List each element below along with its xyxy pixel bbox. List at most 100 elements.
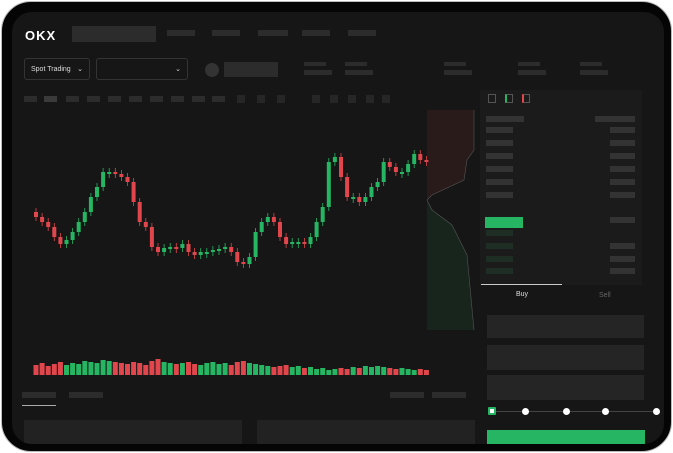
chart-tool-icon[interactable] [237, 95, 245, 103]
candle [247, 257, 252, 264]
timeframe-button[interactable] [87, 96, 100, 102]
candle [162, 248, 167, 252]
ask-price [486, 166, 513, 172]
candle [70, 232, 75, 240]
volume-bar [277, 366, 283, 375]
book-view-both-icon[interactable] [488, 94, 496, 103]
slider-mark-100[interactable] [653, 408, 660, 415]
candle [308, 237, 313, 244]
volume-bar [186, 362, 191, 375]
nav-item[interactable] [302, 30, 330, 36]
candle [88, 197, 93, 212]
stat-label [518, 62, 540, 66]
volume-bar [308, 367, 313, 375]
timeframe-button[interactable] [129, 96, 142, 102]
volume-bar [326, 370, 332, 375]
candle [180, 244, 185, 248]
filter[interactable] [432, 392, 466, 398]
volume-bar [369, 367, 374, 375]
chart-tool-icon[interactable] [382, 95, 390, 103]
candle [235, 252, 240, 262]
candle [363, 197, 368, 202]
stat-label [580, 62, 602, 66]
volume-bar [320, 368, 326, 375]
chart-tool-icon[interactable] [257, 95, 265, 103]
nav-item[interactable] [167, 30, 195, 36]
order-book [480, 90, 642, 285]
timeframe-button[interactable] [212, 96, 225, 102]
candle [229, 247, 234, 252]
candle [406, 164, 411, 172]
book-view-bids-icon[interactable] [505, 94, 513, 103]
amount-input[interactable] [487, 345, 644, 370]
timeframe-button[interactable] [108, 96, 121, 102]
slider-mark-25[interactable] [522, 408, 529, 415]
volume-bar [33, 365, 39, 375]
book-header-price [486, 116, 524, 122]
volume-bar [143, 365, 149, 375]
chart-tool-icon[interactable] [348, 95, 356, 103]
timeframe-button[interactable] [171, 96, 184, 102]
candle [95, 187, 99, 197]
ask-price [486, 127, 513, 133]
tab-buy[interactable]: Buy [516, 291, 529, 298]
timeframe-button[interactable] [44, 96, 57, 102]
nav-item[interactable] [348, 30, 376, 36]
tab-sell[interactable]: Sell [599, 292, 611, 299]
buy-button[interactable] [487, 430, 645, 444]
volume-bar [88, 362, 94, 375]
chart-tool-icon[interactable] [366, 95, 374, 103]
search-bar[interactable] [72, 26, 156, 42]
book-view-asks-icon[interactable] [522, 94, 530, 103]
tab-underline [22, 405, 56, 406]
price-input[interactable] [487, 315, 644, 338]
candle [339, 157, 343, 177]
candle [418, 154, 423, 160]
candle [52, 227, 57, 237]
slider-mark-50[interactable] [563, 408, 570, 415]
chart-tool-icon[interactable] [277, 95, 285, 103]
candle [125, 177, 130, 182]
price-chart[interactable] [12, 90, 482, 380]
bid-price [486, 230, 513, 236]
panel [24, 420, 242, 444]
amount-slider[interactable] [488, 407, 660, 415]
timeframe-button[interactable] [150, 96, 163, 102]
volume-bar [51, 364, 57, 375]
chart-tool-icon[interactable] [312, 95, 320, 103]
volume-bar [106, 361, 112, 375]
candle [217, 249, 221, 251]
candle [290, 242, 295, 244]
pair-selector[interactable]: ⌄ [96, 58, 188, 80]
stat-value [518, 70, 546, 75]
ask-amount [610, 217, 635, 223]
volume-bar [82, 361, 88, 375]
tab-orders[interactable] [22, 392, 56, 398]
total-input[interactable] [487, 375, 644, 400]
timeframe-button[interactable] [192, 96, 205, 102]
timeframe-button[interactable] [66, 96, 79, 102]
filter[interactable] [390, 392, 424, 398]
candle [326, 162, 331, 207]
spot-trading-label: Spot Trading [31, 65, 71, 73]
nav-item[interactable] [258, 30, 288, 36]
candle [393, 167, 398, 172]
candle [34, 212, 38, 217]
candle [278, 222, 282, 237]
volume-bar [137, 363, 143, 375]
volume-bar [179, 363, 185, 375]
slider-mark-75[interactable] [602, 408, 609, 415]
chart-tool-icon[interactable] [330, 95, 338, 103]
slider-handle[interactable] [488, 407, 496, 415]
volume-bar [344, 369, 350, 375]
nav-item[interactable] [212, 30, 240, 36]
ask-price [486, 192, 513, 198]
volume-bar [289, 367, 295, 375]
candle [40, 217, 45, 222]
spot-trading-dropdown[interactable]: Spot Trading ⌄ [24, 58, 90, 80]
candle [143, 222, 148, 227]
volume-bar [210, 362, 216, 375]
tab-history[interactable] [69, 392, 103, 398]
candle [174, 247, 179, 249]
timeframe-button[interactable] [24, 96, 37, 102]
